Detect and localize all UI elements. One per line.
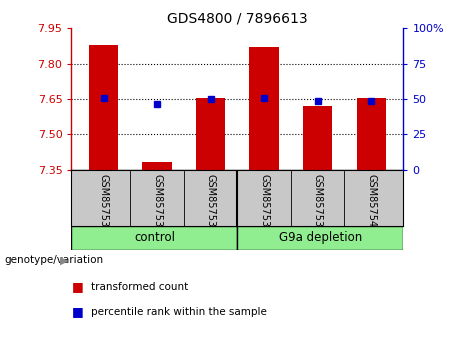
Text: control: control	[134, 231, 175, 244]
Text: GSM857536: GSM857536	[152, 174, 162, 233]
Bar	[71, 226, 237, 250]
Text: GSM857540: GSM857540	[366, 174, 376, 233]
Text: GSM857538: GSM857538	[259, 174, 269, 233]
Text: GSM857539: GSM857539	[313, 174, 323, 233]
Bar	[196, 98, 225, 170]
Bar	[303, 106, 332, 170]
Bar	[356, 98, 386, 170]
Bar	[89, 45, 118, 170]
Text: ▶: ▶	[60, 255, 68, 265]
Text: G9a depletion: G9a depletion	[279, 231, 362, 244]
Text: GSM857535: GSM857535	[99, 174, 109, 233]
Bar	[249, 47, 279, 170]
Text: percentile rank within the sample: percentile rank within the sample	[91, 307, 267, 316]
Bar	[237, 226, 403, 250]
Title: GDS4800 / 7896613: GDS4800 / 7896613	[167, 12, 308, 26]
Text: GSM857537: GSM857537	[206, 174, 216, 233]
Text: ■: ■	[71, 280, 83, 293]
Bar	[142, 162, 172, 170]
Text: transformed count: transformed count	[91, 282, 188, 292]
Text: genotype/variation: genotype/variation	[5, 255, 104, 265]
Text: ■: ■	[71, 305, 83, 318]
